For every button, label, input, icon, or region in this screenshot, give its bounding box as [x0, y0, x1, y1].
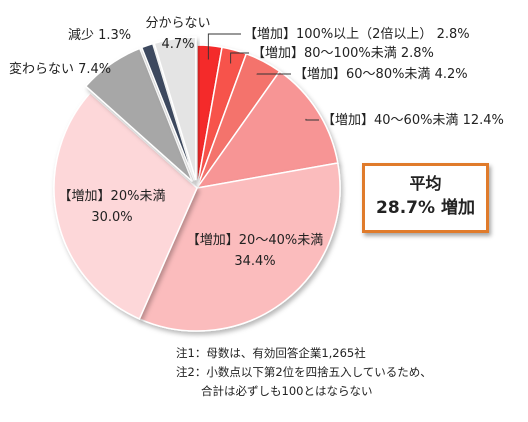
leader-line-increase-40-60: [305, 118, 319, 121]
leader-line-increase-80-100: [230, 52, 249, 64]
slice-label-increase-under-20: 【増加】20%未満 30.0%: [59, 189, 166, 225]
slice-label-unchanged: 変わらない 7.4%: [9, 61, 111, 77]
average-value: 28.7% 増加: [376, 198, 475, 218]
slice-label-increase-60-80: 【増加】60～80%未満 4.2%: [294, 67, 468, 82]
slice-label-increase-80-100: 【増加】80～100%未満 2.8%: [252, 46, 434, 61]
slice-label-unknown: 分からない 4.7%: [145, 16, 210, 52]
pie-slices: [53, 36, 341, 332]
footnote-1: 注1：母数は、有効回答企業1,265社: [176, 346, 366, 360]
pie-slice-increase-40-60: [195, 70, 339, 190]
slice-label-increase-100-plus: 【増加】100%以上（2倍以上） 2.8%: [244, 27, 470, 42]
average-box: 平均 28.7% 増加: [362, 163, 489, 233]
pie-slice-unknown: [153, 36, 197, 181]
pie-slice-increase-20-40: [138, 162, 341, 332]
leader-line-increase-100-plus: [207, 33, 241, 60]
pie-slice-unchanged: [84, 47, 194, 182]
footnote-2-continued: 合計は必ずしも100とはならない: [201, 384, 373, 398]
pie-slice-decrease: [140, 42, 196, 181]
slice-label-decrease: 減少 1.3%: [68, 27, 131, 43]
pie-slice-increase-under-20: [53, 91, 198, 320]
slice-label-increase-40-60: 【増加】40～60%未満 12.4%: [322, 113, 504, 128]
slice-labels: 【増加】100%以上（2倍以上） 2.8% 【増加】80～100%未満 2.8% 【…: [9, 16, 504, 269]
footnotes: 注1：母数は、有効回答企業1,265社 注2：小数点以下第2位を四捨五入している…: [176, 344, 432, 401]
average-title: 平均: [409, 174, 442, 193]
leader-lines: [207, 33, 319, 121]
footnote-2: 注2：小数点以下第2位を四捨五入しているため、: [176, 365, 432, 379]
slice-label-increase-20-40: 【増加】20～40%未満 34.4%: [187, 233, 323, 269]
